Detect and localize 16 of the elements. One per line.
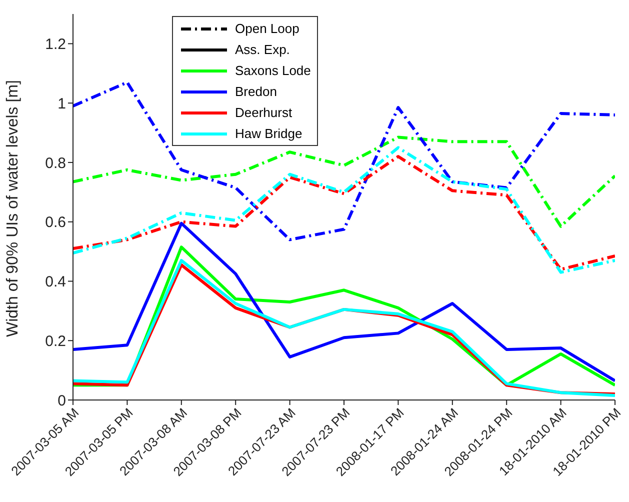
legend-label: Saxons Lode [235,63,311,78]
legend-label: Ass. Exp. [235,42,290,57]
y-tick-label: 1.2 [45,36,66,54]
legend-label: Deerhurst [235,105,292,120]
line-series [73,80,615,242]
y-tick-label: 0.8 [45,154,66,172]
y-tick-label: 0 [58,392,66,410]
y-tick-label: 0.2 [45,332,66,350]
legend-label: Open Loop [235,21,300,36]
y-tick-label: 0.4 [45,274,66,291]
line-series [73,222,615,382]
legend-label: Bredon [235,84,277,99]
legend-label: Haw Bridge [235,126,302,141]
y-tick-label: 1 [58,95,66,112]
y-axis-title: Width of 90% UIs of water levels [m] [4,80,22,337]
y-tick-label: 0.6 [45,214,66,232]
